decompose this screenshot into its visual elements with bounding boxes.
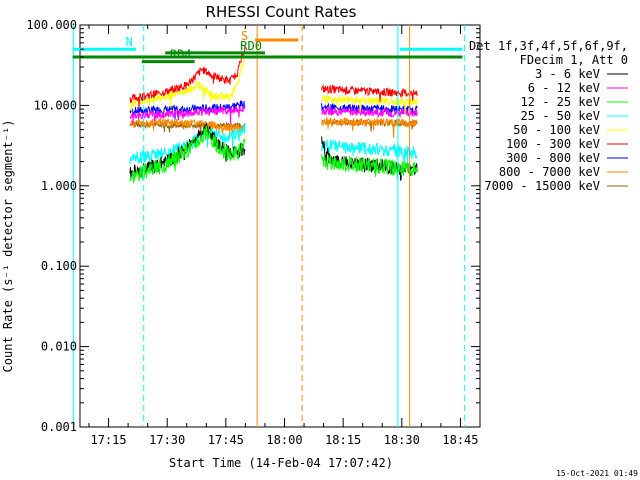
- count-rate-curves: [129, 44, 418, 184]
- legend-entry-label: 6 - 12 keV: [528, 81, 600, 95]
- series-line: [129, 44, 246, 109]
- x-tick-label: 18:00: [266, 433, 302, 447]
- plot-frame: [79, 24, 481, 428]
- series-line: [129, 105, 246, 124]
- y-tick-label: 1.000: [41, 179, 77, 193]
- x-tick-label: 18:45: [442, 433, 478, 447]
- series-line: [321, 83, 418, 102]
- flag-label: RD4: [170, 48, 192, 62]
- y-tick-label: 0.001: [41, 420, 77, 434]
- series-line: [321, 94, 418, 114]
- legend-entry-label: 800 - 7000 keV: [499, 165, 600, 179]
- series-line: [321, 139, 418, 167]
- series-line: [129, 55, 246, 112]
- flag-label: N: [126, 35, 133, 49]
- x-tick-label: 17:30: [149, 433, 185, 447]
- x-tick-label: 17:15: [90, 433, 126, 447]
- x-tick-label: 18:30: [384, 433, 420, 447]
- legend-entry-label: 3 - 6 keV: [535, 67, 600, 81]
- annotation-lines: N RD0 RD4 S: [72, 25, 465, 427]
- series-line: [129, 100, 246, 120]
- series-line: [129, 125, 246, 184]
- chart-title: RHESSI Count Rates: [206, 3, 357, 21]
- y-tick-label: 100.000: [26, 18, 77, 32]
- legend-entry-label: 12 - 25 keV: [521, 95, 600, 109]
- y-tick-label: 0.100: [41, 259, 77, 273]
- series-line: [321, 105, 418, 119]
- x-axis-label: Start Time (14-Feb-04 17:07:42): [169, 456, 393, 470]
- legend: Det 1f,3f,4f,5f,6f,9f, FDecim 1, Att 0 3…: [469, 39, 628, 193]
- series-line: [129, 123, 246, 180]
- legend-header-decimation: FDecim 1, Att 0: [520, 53, 628, 67]
- axes: 100.000 10.000 1.000 0.100 0.010 0.001 17:15 17…: [26, 18, 481, 447]
- series-line: [321, 102, 418, 117]
- series-line: [321, 116, 418, 138]
- legend-header-detectors: Det 1f,3f,4f,5f,6f,9f,: [469, 39, 628, 53]
- x-tick-label: 18:15: [325, 433, 361, 447]
- series-line: [321, 154, 418, 180]
- y-tick-label: 0.010: [41, 340, 77, 354]
- footer-date: 15-Oct-2021 01:49: [556, 469, 638, 478]
- flag-label: S: [241, 29, 248, 43]
- flag-label: RD0: [240, 39, 262, 53]
- legend-entry-label: 50 - 100 keV: [513, 123, 600, 137]
- y-axis-label: Count Rate (s⁻¹ detector segment⁻¹): [1, 120, 15, 373]
- legend-entry-label: 7000 - 15000 keV: [484, 179, 600, 193]
- legend-entry-label: 25 - 50 keV: [521, 109, 600, 123]
- y-tick-label: 10.000: [34, 98, 77, 112]
- x-tick-label: 17:45: [208, 433, 244, 447]
- legend-entry-label: 300 - 800 keV: [506, 151, 600, 165]
- series-line: [129, 117, 246, 138]
- legend-entry-label: 100 - 300 keV: [506, 137, 600, 151]
